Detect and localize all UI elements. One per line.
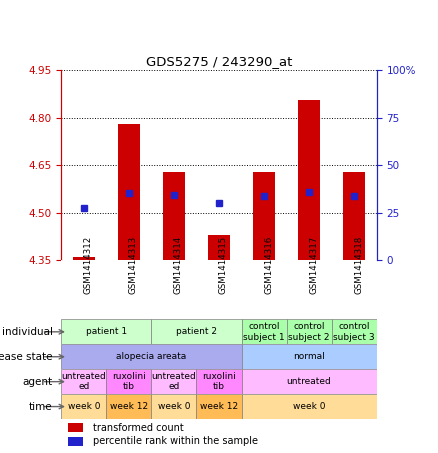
Text: ruxolini
tib: ruxolini tib bbox=[112, 372, 146, 391]
Bar bbox=[197, 394, 241, 419]
Text: control
subject 1: control subject 1 bbox=[243, 322, 285, 342]
Text: alopecia areata: alopecia areata bbox=[117, 352, 187, 361]
Bar bbox=[298, 100, 320, 260]
Text: percentile rank within the sample: percentile rank within the sample bbox=[93, 436, 258, 446]
Bar bbox=[61, 369, 106, 394]
Text: individual: individual bbox=[2, 327, 53, 337]
Text: GSM1414316: GSM1414316 bbox=[264, 236, 273, 294]
Bar bbox=[241, 369, 377, 394]
Text: untreated
ed: untreated ed bbox=[61, 372, 106, 391]
Text: GSM1414313: GSM1414313 bbox=[129, 236, 138, 294]
Text: week 12: week 12 bbox=[200, 402, 238, 411]
Text: week 0: week 0 bbox=[67, 402, 100, 411]
Bar bbox=[241, 344, 377, 369]
Bar bbox=[61, 394, 106, 419]
Text: week 0: week 0 bbox=[293, 402, 325, 411]
Bar bbox=[286, 319, 332, 344]
Text: agent: agent bbox=[22, 376, 53, 387]
Text: GSM1414315: GSM1414315 bbox=[219, 236, 228, 294]
Text: untreated: untreated bbox=[287, 377, 332, 386]
Text: patient 2: patient 2 bbox=[176, 328, 217, 336]
Bar bbox=[162, 172, 185, 260]
Bar bbox=[241, 319, 286, 344]
Bar bbox=[152, 319, 241, 344]
Bar bbox=[67, 437, 83, 446]
Bar bbox=[343, 172, 365, 260]
Bar bbox=[241, 394, 377, 419]
Text: week 12: week 12 bbox=[110, 402, 148, 411]
Text: time: time bbox=[29, 401, 53, 412]
Bar bbox=[61, 319, 152, 344]
Text: GSM1414317: GSM1414317 bbox=[309, 236, 318, 294]
Bar bbox=[118, 124, 140, 260]
Text: transformed count: transformed count bbox=[93, 423, 184, 433]
Text: untreated
ed: untreated ed bbox=[152, 372, 196, 391]
Text: disease state: disease state bbox=[0, 352, 53, 362]
Bar bbox=[253, 172, 276, 260]
Text: ruxolini
tib: ruxolini tib bbox=[202, 372, 236, 391]
Text: normal: normal bbox=[293, 352, 325, 361]
Text: control
subject 2: control subject 2 bbox=[288, 322, 330, 342]
Bar bbox=[67, 424, 83, 432]
Bar bbox=[73, 257, 95, 260]
Bar bbox=[197, 369, 241, 394]
Text: GSM1414314: GSM1414314 bbox=[174, 236, 183, 294]
Bar bbox=[152, 369, 197, 394]
Bar bbox=[208, 235, 230, 260]
Text: week 0: week 0 bbox=[158, 402, 190, 411]
Bar bbox=[332, 319, 377, 344]
Text: control
subject 3: control subject 3 bbox=[333, 322, 375, 342]
Bar bbox=[61, 344, 241, 369]
Text: GSM1414312: GSM1414312 bbox=[84, 236, 93, 294]
Bar bbox=[106, 369, 152, 394]
Title: GDS5275 / 243290_at: GDS5275 / 243290_at bbox=[146, 55, 292, 67]
Text: patient 1: patient 1 bbox=[86, 328, 127, 336]
Bar bbox=[106, 394, 152, 419]
Text: GSM1414318: GSM1414318 bbox=[354, 236, 363, 294]
Bar bbox=[152, 394, 197, 419]
